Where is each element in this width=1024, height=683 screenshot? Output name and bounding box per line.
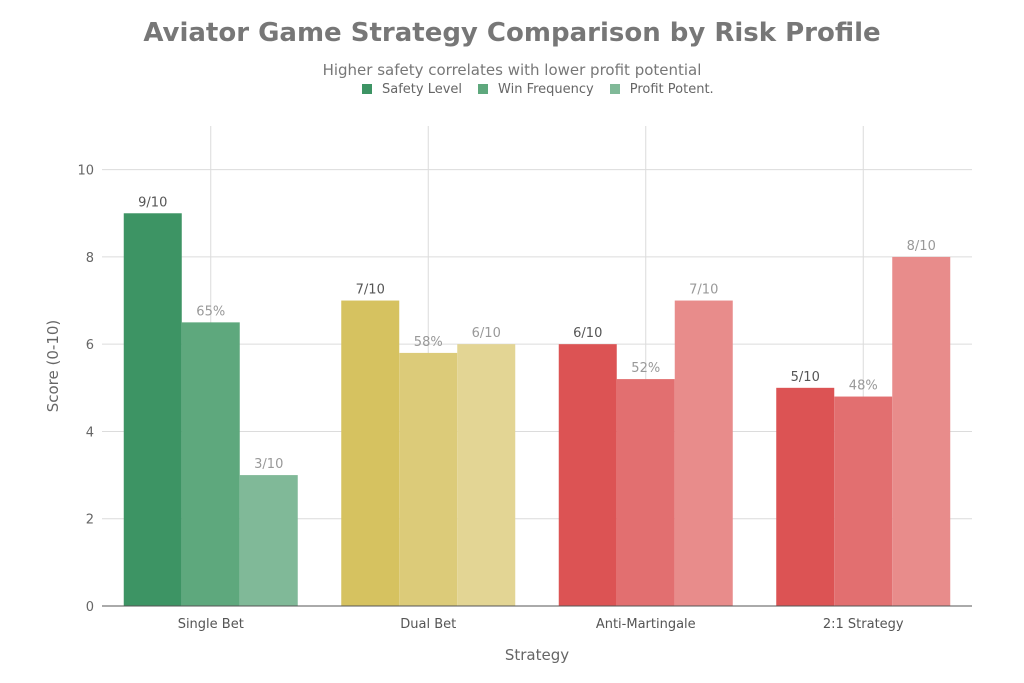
x-axis-title: Strategy [505,646,569,664]
bar [616,379,675,606]
legend-label-win-frequency: Win Frequency [498,81,594,97]
bar [834,396,893,606]
data-label: 58% [414,335,443,350]
legend: Safety Level Win Frequency Profit Potent… [362,80,730,98]
x-tick-label: Dual Bet [400,617,456,632]
data-label: 7/10 [689,283,718,298]
bar [776,387,835,606]
bar [892,256,951,606]
data-labels: 9/10 65% 3/10 7/10 58% 6/10 6/10 52% 7/10 5/10 48%… [138,195,936,472]
legend-swatch-win-frequency [478,84,489,94]
y-tick-label: 8 [86,251,94,266]
data-label: 48% [849,379,878,394]
bar [341,300,400,606]
bar [123,213,182,607]
legend-swatch-profit [609,84,620,94]
bar [239,475,298,606]
data-label: 9/10 [138,195,167,210]
y-tick-label: 4 [86,425,94,440]
bar [457,344,516,606]
data-label: 6/10 [573,326,602,341]
data-label: 3/10 [254,457,283,472]
y-tick-label: 6 [86,338,94,353]
legend-item-safety[interactable]: Safety Level [362,82,462,97]
data-label: 65% [196,304,225,319]
data-label: 7/10 [356,283,385,298]
legend-item-profit[interactable]: Profit Potent. [609,81,714,97]
legend-label-profit: Profit Potent. [629,81,714,97]
y-tick-label: 10 [77,164,94,179]
axes: 0 2 4 6 8 10 Single Bet Dual Bet Anti-Martingale… [44,164,972,664]
bar [399,352,458,606]
chart-title: Aviator Game Strategy Comparison by Risk… [143,18,881,48]
y-tick-label: 2 [86,513,94,528]
bar [558,344,617,606]
legend-item-win-frequency[interactable]: Win Frequency [478,82,594,97]
legend-label-safety: Safety Level [382,81,463,97]
chart-subtitle: Higher safety correlates with lower prof… [322,61,702,79]
legend-swatch-safety [362,84,372,94]
bars [123,213,951,607]
x-tick-label: Single Bet [178,617,244,632]
x-tick-label: 2:1 Strategy [823,617,904,632]
data-label: 5/10 [791,370,820,385]
y-tick-label: 0 [86,600,94,615]
x-tick-label: Anti-Martingale [596,617,696,632]
data-label: 6/10 [472,326,501,341]
bar [181,322,240,606]
data-label: 8/10 [907,239,936,254]
bar [674,300,733,606]
y-axis-title: Score (0-10) [44,320,62,413]
data-label: 52% [631,361,660,376]
